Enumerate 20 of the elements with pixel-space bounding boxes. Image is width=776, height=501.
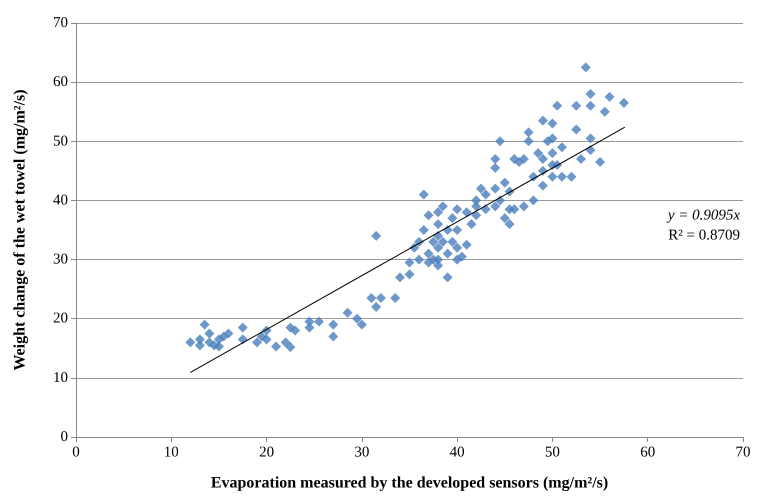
- x-tick-label: 70: [736, 444, 750, 460]
- x-tick-label: 0: [72, 444, 80, 460]
- x-tick-label: 10: [164, 444, 179, 460]
- x-tick-label: 50: [544, 444, 560, 460]
- x-axis-title: Evaporation measured by the developed sensors (mg/m²/s): [210, 474, 608, 492]
- x-tick-label: 60: [640, 444, 656, 460]
- x-tick-label: 30: [354, 444, 370, 460]
- y-tick-label: 50: [53, 133, 68, 150]
- y-tick-label: 60: [53, 74, 68, 90]
- y-tick-label: 70: [53, 15, 68, 31]
- y-tick-label: 40: [53, 192, 68, 208]
- annotation: y = 0.9095x: [666, 208, 740, 224]
- y-tick-label: 10: [53, 370, 68, 386]
- y-tick-label: 30: [53, 252, 68, 268]
- x-tick-label: 40: [450, 444, 465, 460]
- y-tick-label: 0: [60, 429, 68, 445]
- annotation: R² = 0.8709: [668, 228, 740, 244]
- y-tick-label: 20: [53, 310, 68, 327]
- y-axis-title: Weight change of the wet towel (mg/m²/s): [12, 89, 28, 371]
- x-tick-label: 20: [259, 444, 274, 460]
